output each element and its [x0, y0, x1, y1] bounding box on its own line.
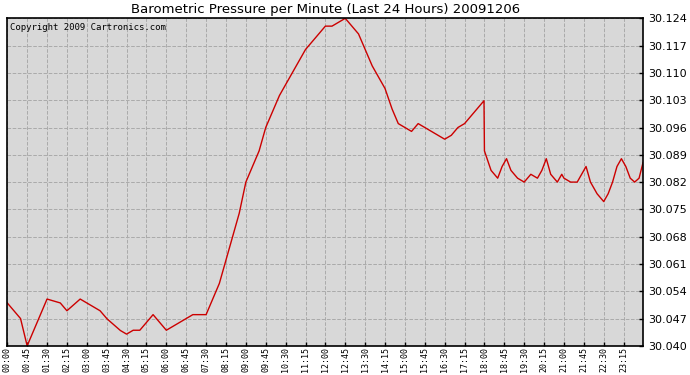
Title: Barometric Pressure per Minute (Last 24 Hours) 20091206: Barometric Pressure per Minute (Last 24 … [131, 3, 520, 16]
Text: Copyright 2009 Cartronics.com: Copyright 2009 Cartronics.com [10, 23, 166, 32]
